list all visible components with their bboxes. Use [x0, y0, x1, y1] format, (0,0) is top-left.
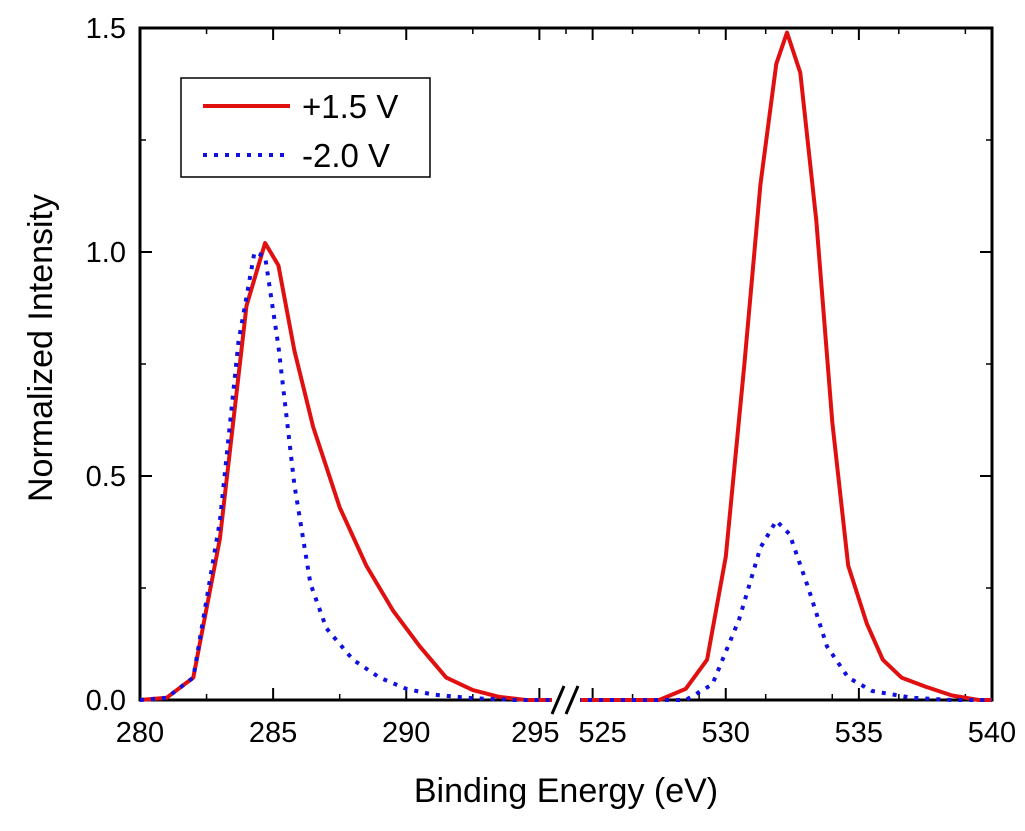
- y-tick-label: 1.5: [86, 13, 126, 45]
- series-1-line-o1s: [566, 30, 992, 702]
- legend-box: [180, 77, 431, 178]
- x-tick-label: 290: [382, 717, 430, 749]
- y-tick-label: 1.0: [86, 237, 126, 269]
- x-tick-label: 535: [835, 717, 883, 749]
- x-tick-label: 295: [511, 717, 559, 749]
- series-layer: [139, 30, 992, 702]
- x-tick-label: 280: [116, 717, 164, 749]
- x-tick-label: 540: [968, 717, 1016, 749]
- x-tick-label: 530: [702, 717, 750, 749]
- tick-labels: 280 285 290 295 525 530 535 540 0.0 0.5 1.0 1.5: [86, 13, 1017, 749]
- series-1-line-c1s: [139, 241, 566, 702]
- legend-label-series-1: +1.5 V: [302, 88, 398, 125]
- legend: +1.5 V -2.0 V: [180, 77, 431, 178]
- y-tick-label: 0.0: [86, 685, 126, 717]
- y-tick-label: 0.5: [86, 461, 126, 493]
- x-tick-label: 285: [249, 717, 297, 749]
- series-2-line-o1s: [566, 518, 992, 702]
- y-axis-title: Normalized Intensity: [22, 194, 60, 502]
- x-axis-title: Binding Energy (eV): [414, 772, 718, 810]
- legend-label-series-2: -2.0 V: [302, 137, 390, 174]
- axis-break-marker: [550, 685, 580, 715]
- x-tick-label: 525: [578, 717, 626, 749]
- series-2-line-c1s: [139, 250, 566, 702]
